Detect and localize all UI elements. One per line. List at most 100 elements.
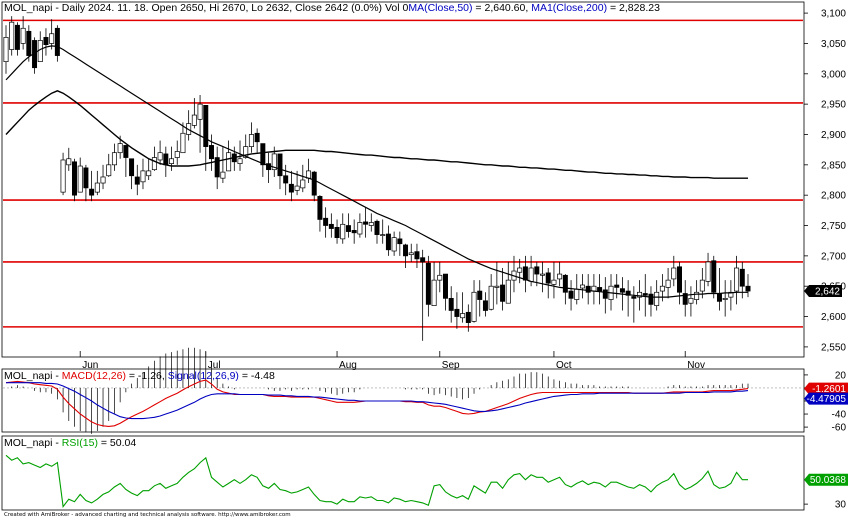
candle-body bbox=[562, 274, 568, 293]
rsi-tag-box bbox=[804, 473, 848, 486]
signal-label: Signal(12,26,9) bbox=[168, 370, 239, 382]
ma200-line bbox=[5, 90, 748, 179]
candle-body bbox=[665, 279, 671, 288]
price-axis: 2,5502,6002,6502,7002,7502,8002,8502,900… bbox=[804, 9, 846, 353]
month-label: Oct bbox=[556, 360, 572, 371]
candle-body bbox=[585, 285, 591, 293]
candle-body bbox=[688, 297, 694, 304]
candle-body bbox=[745, 285, 751, 292]
candle-body bbox=[557, 273, 563, 280]
macd-layer: 200-20-40-60-1.2601-4.47905 bbox=[3, 347, 848, 434]
candle-body bbox=[716, 293, 722, 302]
candle-body bbox=[271, 153, 277, 171]
candle-body bbox=[642, 293, 648, 296]
candle-body bbox=[277, 153, 283, 177]
price-tick-label: 2,950 bbox=[821, 100, 846, 111]
candle-body bbox=[654, 291, 660, 306]
candle-body bbox=[465, 311, 471, 323]
candle-body bbox=[111, 152, 117, 166]
candle-body bbox=[391, 237, 397, 252]
candle-body bbox=[551, 279, 557, 285]
candle-body bbox=[637, 291, 643, 298]
candle-body bbox=[420, 257, 426, 263]
candle-body bbox=[528, 267, 534, 282]
candle-body bbox=[208, 145, 214, 160]
candle-body bbox=[140, 170, 146, 183]
candle-body bbox=[220, 171, 226, 179]
candle-body bbox=[14, 24, 20, 50]
candle-body bbox=[488, 285, 494, 310]
candle-body bbox=[134, 176, 140, 185]
candle-body bbox=[597, 287, 603, 292]
rsi-label: RSI(15) bbox=[62, 437, 98, 449]
candle-body bbox=[191, 114, 197, 126]
signal-tag-box bbox=[804, 392, 848, 405]
candle-body bbox=[471, 291, 477, 322]
candle-body bbox=[226, 152, 232, 172]
candle-body bbox=[180, 132, 186, 154]
price-tick-label: 2,700 bbox=[821, 251, 846, 262]
candle-body bbox=[106, 164, 112, 177]
candle-body bbox=[734, 267, 740, 292]
candle-body bbox=[403, 244, 409, 257]
rsi-header-prefix: MOL_napi - bbox=[4, 437, 62, 449]
candle-body bbox=[157, 152, 163, 161]
candle-body bbox=[728, 291, 734, 298]
month-label: Sep bbox=[442, 360, 460, 371]
candle-body bbox=[83, 167, 89, 189]
moving-averages bbox=[5, 45, 748, 298]
candle-body bbox=[163, 153, 169, 166]
price-tick-label: 3,100 bbox=[821, 9, 846, 20]
candle-body bbox=[648, 293, 654, 305]
month-label: Jun bbox=[82, 360, 98, 371]
signal-line bbox=[6, 382, 749, 420]
candle-body bbox=[169, 158, 175, 164]
candle-body bbox=[243, 146, 249, 158]
candle-body bbox=[397, 238, 403, 245]
macd-tick-label: 20 bbox=[835, 370, 847, 381]
candle-body bbox=[317, 196, 323, 220]
candle-body bbox=[454, 308, 460, 317]
candle-body bbox=[694, 291, 700, 300]
footer-credit: Created with AmiBroker - advanced charti… bbox=[4, 512, 291, 518]
candle-body bbox=[671, 267, 677, 280]
macd-tag-box bbox=[804, 382, 848, 395]
candle-body bbox=[328, 223, 334, 229]
candle-body bbox=[323, 217, 329, 226]
candle-body bbox=[448, 297, 454, 311]
price-tick-label: 2,600 bbox=[821, 312, 846, 323]
candle-body bbox=[288, 183, 294, 193]
candle-body bbox=[705, 261, 711, 282]
rsi-value: = 50.04 bbox=[98, 437, 136, 449]
candle-body bbox=[568, 290, 574, 299]
rsi-tick-label: 30 bbox=[835, 500, 847, 511]
price-tag-label: 2,642 bbox=[815, 287, 840, 298]
candle-body bbox=[334, 226, 340, 239]
macd-tag-label: -1.2601 bbox=[812, 384, 846, 395]
candle-body bbox=[380, 234, 386, 236]
candle-body bbox=[146, 170, 152, 177]
candle-body bbox=[9, 21, 15, 50]
rsi-layer: 30 50.0368 bbox=[5, 454, 848, 511]
candle-body bbox=[659, 285, 665, 292]
macd-tick-label: -40 bbox=[832, 410, 847, 421]
candle-body bbox=[254, 132, 260, 143]
ma200-value: = 2,828.23 bbox=[607, 2, 660, 14]
candle-body bbox=[43, 37, 49, 46]
candle-body bbox=[368, 222, 374, 226]
candle-body bbox=[482, 300, 488, 311]
candle-body bbox=[385, 233, 391, 251]
candle-body bbox=[534, 266, 540, 275]
rsi-tag-label: 50.0368 bbox=[810, 475, 847, 486]
month-axis: Jun Jul Aug Sep Oct Nov bbox=[79, 351, 705, 371]
price-tick-label: 3,050 bbox=[821, 39, 846, 50]
price-tick-label: 2,800 bbox=[821, 191, 846, 202]
candle-body bbox=[711, 260, 717, 293]
ma50-value: = 2,640.60, bbox=[473, 2, 532, 14]
macd-header: MOL_napi - MACD(12,26) = -1.26, Signal(1… bbox=[4, 370, 275, 382]
candle-body bbox=[300, 179, 306, 189]
candle-body bbox=[699, 279, 705, 292]
candle-body bbox=[739, 268, 745, 287]
candle-body bbox=[89, 188, 95, 196]
candle-body bbox=[26, 30, 32, 56]
